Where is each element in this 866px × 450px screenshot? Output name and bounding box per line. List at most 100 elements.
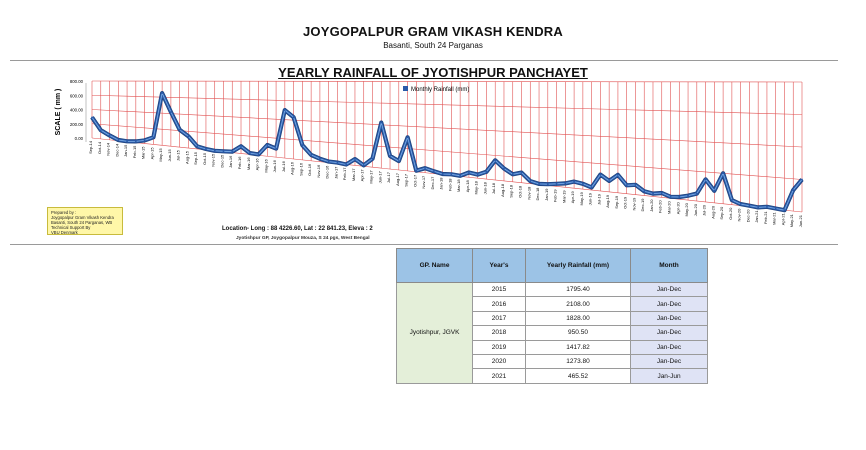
x-tick-label: Mar-15	[141, 146, 146, 159]
data-point	[529, 180, 532, 183]
x-tick-label: Feb-16	[237, 156, 242, 169]
data-point	[371, 157, 374, 160]
col-header: Year's	[472, 248, 526, 283]
x-tick-label: Aug-17	[395, 172, 400, 186]
data-point	[441, 173, 444, 175]
data-point	[722, 172, 725, 175]
location-subtext: Jyotishpur GP, Joygopalpur Mouza, S 24 p…	[236, 236, 370, 241]
data-point	[108, 134, 111, 137]
col-header: Month	[630, 248, 708, 283]
x-tick-label: May-17	[368, 169, 373, 183]
x-tick-label: Sep-20	[719, 206, 724, 220]
y-tick-label: 0.00	[75, 136, 84, 141]
data-point	[652, 192, 654, 195]
data-point	[748, 204, 751, 207]
data-point	[432, 170, 435, 173]
year-cell: 2021	[472, 368, 526, 384]
data-point	[494, 159, 497, 162]
x-tick-label: Aug-20	[710, 205, 715, 219]
rainfall-cell: 1273.80	[525, 353, 631, 370]
x-tick-label: Jun-18	[482, 181, 487, 194]
x-tick-label: Feb-17	[342, 167, 347, 180]
data-point	[485, 170, 488, 173]
divider-top	[10, 60, 838, 61]
rainfall-cell: 950.50	[525, 325, 631, 341]
data-point	[257, 153, 260, 156]
data-point	[476, 173, 479, 176]
data-point	[783, 209, 786, 212]
x-tick-label: Jan-20	[649, 199, 654, 212]
x-tick-label: Aug-16	[290, 161, 295, 175]
x-tick-label: Jan-19	[544, 188, 549, 201]
col-header: GP. Name	[396, 248, 473, 283]
x-tick-label: Sep-17	[404, 173, 409, 187]
x-tick-label: Feb-18	[447, 178, 452, 191]
data-point	[187, 135, 190, 138]
x-tick-label: Dec-19	[640, 198, 645, 212]
x-tick-label: Dec-15	[219, 154, 224, 168]
x-tick-label: Nov-14	[106, 142, 111, 156]
data-point	[126, 140, 128, 143]
grid-line-horizontal	[91, 109, 803, 148]
data-point	[415, 169, 418, 172]
y-tick-label: 800.00	[70, 79, 84, 84]
table-row: 2021 465.52 Jan-Jun	[397, 368, 708, 384]
x-tick-label: Feb-20	[658, 200, 663, 213]
x-tick-label: Sep-18	[509, 184, 514, 198]
x-tick-label: Jul-15	[176, 149, 181, 161]
x-tick-label: Oct-16	[307, 163, 312, 176]
month-cell: Jan-Dec	[630, 325, 708, 341]
data-point	[739, 203, 742, 205]
series-line	[90, 91, 804, 213]
x-tick-label: Jul-19	[596, 193, 601, 205]
data-point	[511, 173, 514, 176]
data-point	[266, 144, 269, 146]
data-point	[240, 145, 242, 148]
data-point	[801, 178, 803, 181]
x-tick-label: May-19	[579, 191, 584, 205]
data-point	[546, 183, 549, 186]
data-point	[555, 182, 558, 185]
legend-label: Monthly Rainfall (mm)	[411, 87, 469, 93]
rainfall-cell: 465.52	[525, 368, 631, 384]
year-cell: 2020	[472, 353, 526, 370]
grid-line-horizontal	[91, 123, 803, 180]
col-header: Yearly Rainfall (mm)	[525, 248, 631, 283]
x-tick-label: May-16	[263, 159, 268, 173]
year-cell: 2017	[472, 310, 526, 327]
data-point	[713, 189, 716, 192]
x-tick-label: Sep-14	[88, 140, 93, 154]
data-point	[161, 92, 164, 95]
prepared-by-box: Prepared by : Joygopalpur Gram Vikash Ke…	[47, 207, 123, 235]
x-tick-label: May-20	[684, 202, 689, 216]
gp-name-cell: Jyotishpur, JGVK	[396, 282, 473, 384]
x-axis-ticks: Sep-14 Oct-14 Nov-14 Dec-14 Jan-15 Feb-15 Mar-…	[88, 140, 803, 227]
x-tick-label: Jan-18	[439, 177, 444, 190]
x-tick-label: Jan-21	[754, 210, 759, 223]
x-tick-label: Aug-15	[184, 150, 189, 164]
table-row: 2020 1273.80 Jan-Dec	[397, 353, 708, 370]
table-row: 2018 950.50 Jan-Dec	[397, 325, 708, 341]
x-tick-label: Jun-20	[693, 203, 698, 216]
chart-title: YEARLY RAINFALL OF JYOTISHPUR PANCHAYET	[278, 65, 588, 80]
data-point	[643, 190, 646, 193]
month-cell: Jan-Jun	[630, 368, 708, 384]
x-tick-label: May-15	[158, 148, 163, 162]
data-point	[292, 116, 295, 119]
data-point	[678, 196, 681, 198]
month-cell: Jan-Dec	[630, 310, 708, 327]
data-point	[196, 145, 199, 148]
data-point	[625, 184, 628, 187]
data-point	[99, 129, 102, 132]
data-point	[336, 161, 339, 164]
data-point	[660, 192, 663, 194]
x-tick-label: Nov-17	[421, 175, 426, 189]
data-point	[117, 139, 120, 141]
data-point	[205, 148, 207, 150]
legend-swatch	[403, 86, 408, 91]
data-point	[143, 139, 146, 142]
data-point	[608, 179, 611, 182]
data-point	[468, 171, 470, 174]
data-point	[319, 157, 321, 160]
data-point	[599, 173, 602, 176]
